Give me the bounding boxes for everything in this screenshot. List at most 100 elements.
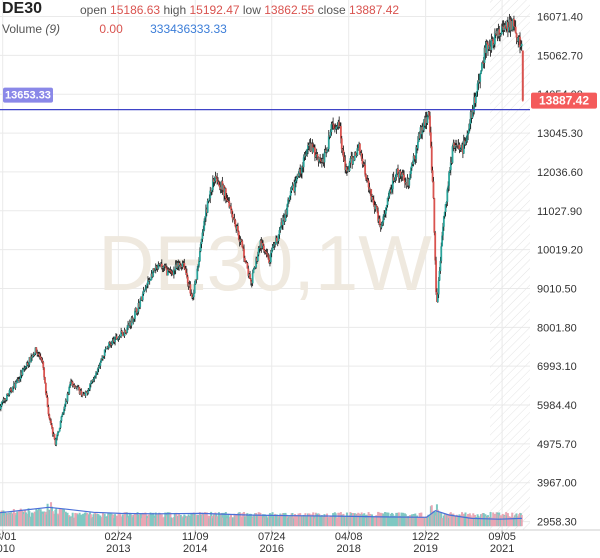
- candle: [479, 72, 482, 89]
- candle: [333, 123, 335, 130]
- candle: [443, 211, 446, 219]
- candle: [448, 170, 450, 191]
- candle: [46, 395, 49, 408]
- candle: [136, 311, 139, 316]
- open-value: 15186.63: [110, 3, 161, 17]
- y-tick-label: 9010.50: [537, 283, 577, 295]
- candle: [451, 144, 454, 164]
- candle: [271, 244, 274, 252]
- candle: [33, 353, 36, 357]
- candle: [104, 346, 107, 353]
- candle: [63, 403, 66, 411]
- high-value: 15192.47: [189, 3, 240, 17]
- x-tick-label: 09/05 2021: [488, 531, 516, 555]
- candle: [254, 267, 257, 270]
- candle: [120, 327, 123, 339]
- candle: [237, 230, 240, 241]
- volume-param: (9): [45, 22, 61, 36]
- candle: [6, 393, 9, 397]
- candle: [73, 383, 76, 390]
- volume-bar: [520, 514, 523, 527]
- candle: [306, 148, 309, 157]
- candle: [127, 320, 129, 331]
- candle: [429, 126, 432, 149]
- candle: [361, 153, 364, 168]
- candle: [119, 335, 122, 338]
- candle: [58, 427, 61, 432]
- candle: [246, 261, 249, 269]
- candle: [359, 143, 361, 155]
- candle: [364, 159, 367, 177]
- x-tick-label: 12/22 2019: [412, 531, 440, 555]
- candle: [372, 196, 374, 200]
- candle: [44, 376, 46, 384]
- candle: [514, 20, 517, 34]
- y-tick-label: 16071.40: [537, 12, 583, 24]
- candle: [262, 244, 265, 253]
- candle: [60, 415, 63, 423]
- candle: [480, 70, 482, 75]
- candle: [123, 327, 126, 339]
- high-label: high: [163, 3, 187, 17]
- candle: [241, 239, 244, 248]
- y-tick-label: 10019.20: [537, 245, 583, 257]
- candle: [413, 155, 416, 162]
- candle: [265, 248, 268, 258]
- candle: [68, 385, 71, 395]
- candle: [76, 385, 78, 391]
- candle: [115, 333, 118, 340]
- volume-value: 0.00: [99, 22, 123, 36]
- candle: [234, 219, 237, 228]
- candle: [204, 215, 206, 226]
- candle: [356, 144, 359, 157]
- candle: [200, 238, 203, 249]
- candle: [51, 427, 54, 437]
- candle: [157, 261, 160, 270]
- candle: [59, 420, 62, 429]
- candle: [273, 241, 276, 251]
- candle: [194, 279, 197, 285]
- watermark: DE30,1W: [98, 219, 432, 307]
- candle: [299, 164, 302, 177]
- last-price-value: 13887.42: [539, 94, 589, 108]
- price-axis: 16071.4015062.7014054.0013045.3012036.60…: [537, 12, 583, 529]
- candle: [96, 372, 98, 375]
- candle: [245, 260, 248, 264]
- volume-legend: Volume (9) 0.00 333436333.33: [2, 22, 227, 36]
- candle: [319, 154, 322, 165]
- y-tick-label: 6993.10: [537, 361, 577, 373]
- candle: [344, 155, 347, 174]
- candle: [147, 276, 149, 288]
- candle: [181, 260, 184, 270]
- candle: [191, 292, 193, 300]
- candle: [50, 418, 52, 426]
- candle: [490, 33, 493, 53]
- candle: [173, 266, 175, 279]
- x-tick-label: 11/09 2014: [182, 531, 209, 555]
- candle: [386, 197, 389, 208]
- candle: [520, 40, 523, 51]
- candle: [408, 178, 411, 189]
- future-area-hatch: [490, 0, 530, 530]
- candle: [391, 173, 394, 195]
- y-tick-label: 11027.90: [537, 206, 582, 218]
- candle: [25, 365, 27, 370]
- candle: [303, 152, 306, 161]
- candle: [327, 129, 330, 152]
- low-value: 13862.55: [264, 3, 315, 17]
- candle: [301, 165, 303, 179]
- low-label: low: [242, 3, 261, 17]
- candle: [45, 391, 48, 398]
- y-tick-label: 13045.30: [537, 128, 583, 140]
- candle: [473, 92, 476, 115]
- y-tick-label: 2958.30: [537, 517, 577, 529]
- candle: [365, 173, 367, 181]
- candle: [47, 404, 50, 417]
- candle: [442, 215, 445, 231]
- candle: [354, 151, 357, 156]
- candle: [183, 258, 186, 271]
- candle: [506, 16, 509, 38]
- candle: [434, 231, 437, 265]
